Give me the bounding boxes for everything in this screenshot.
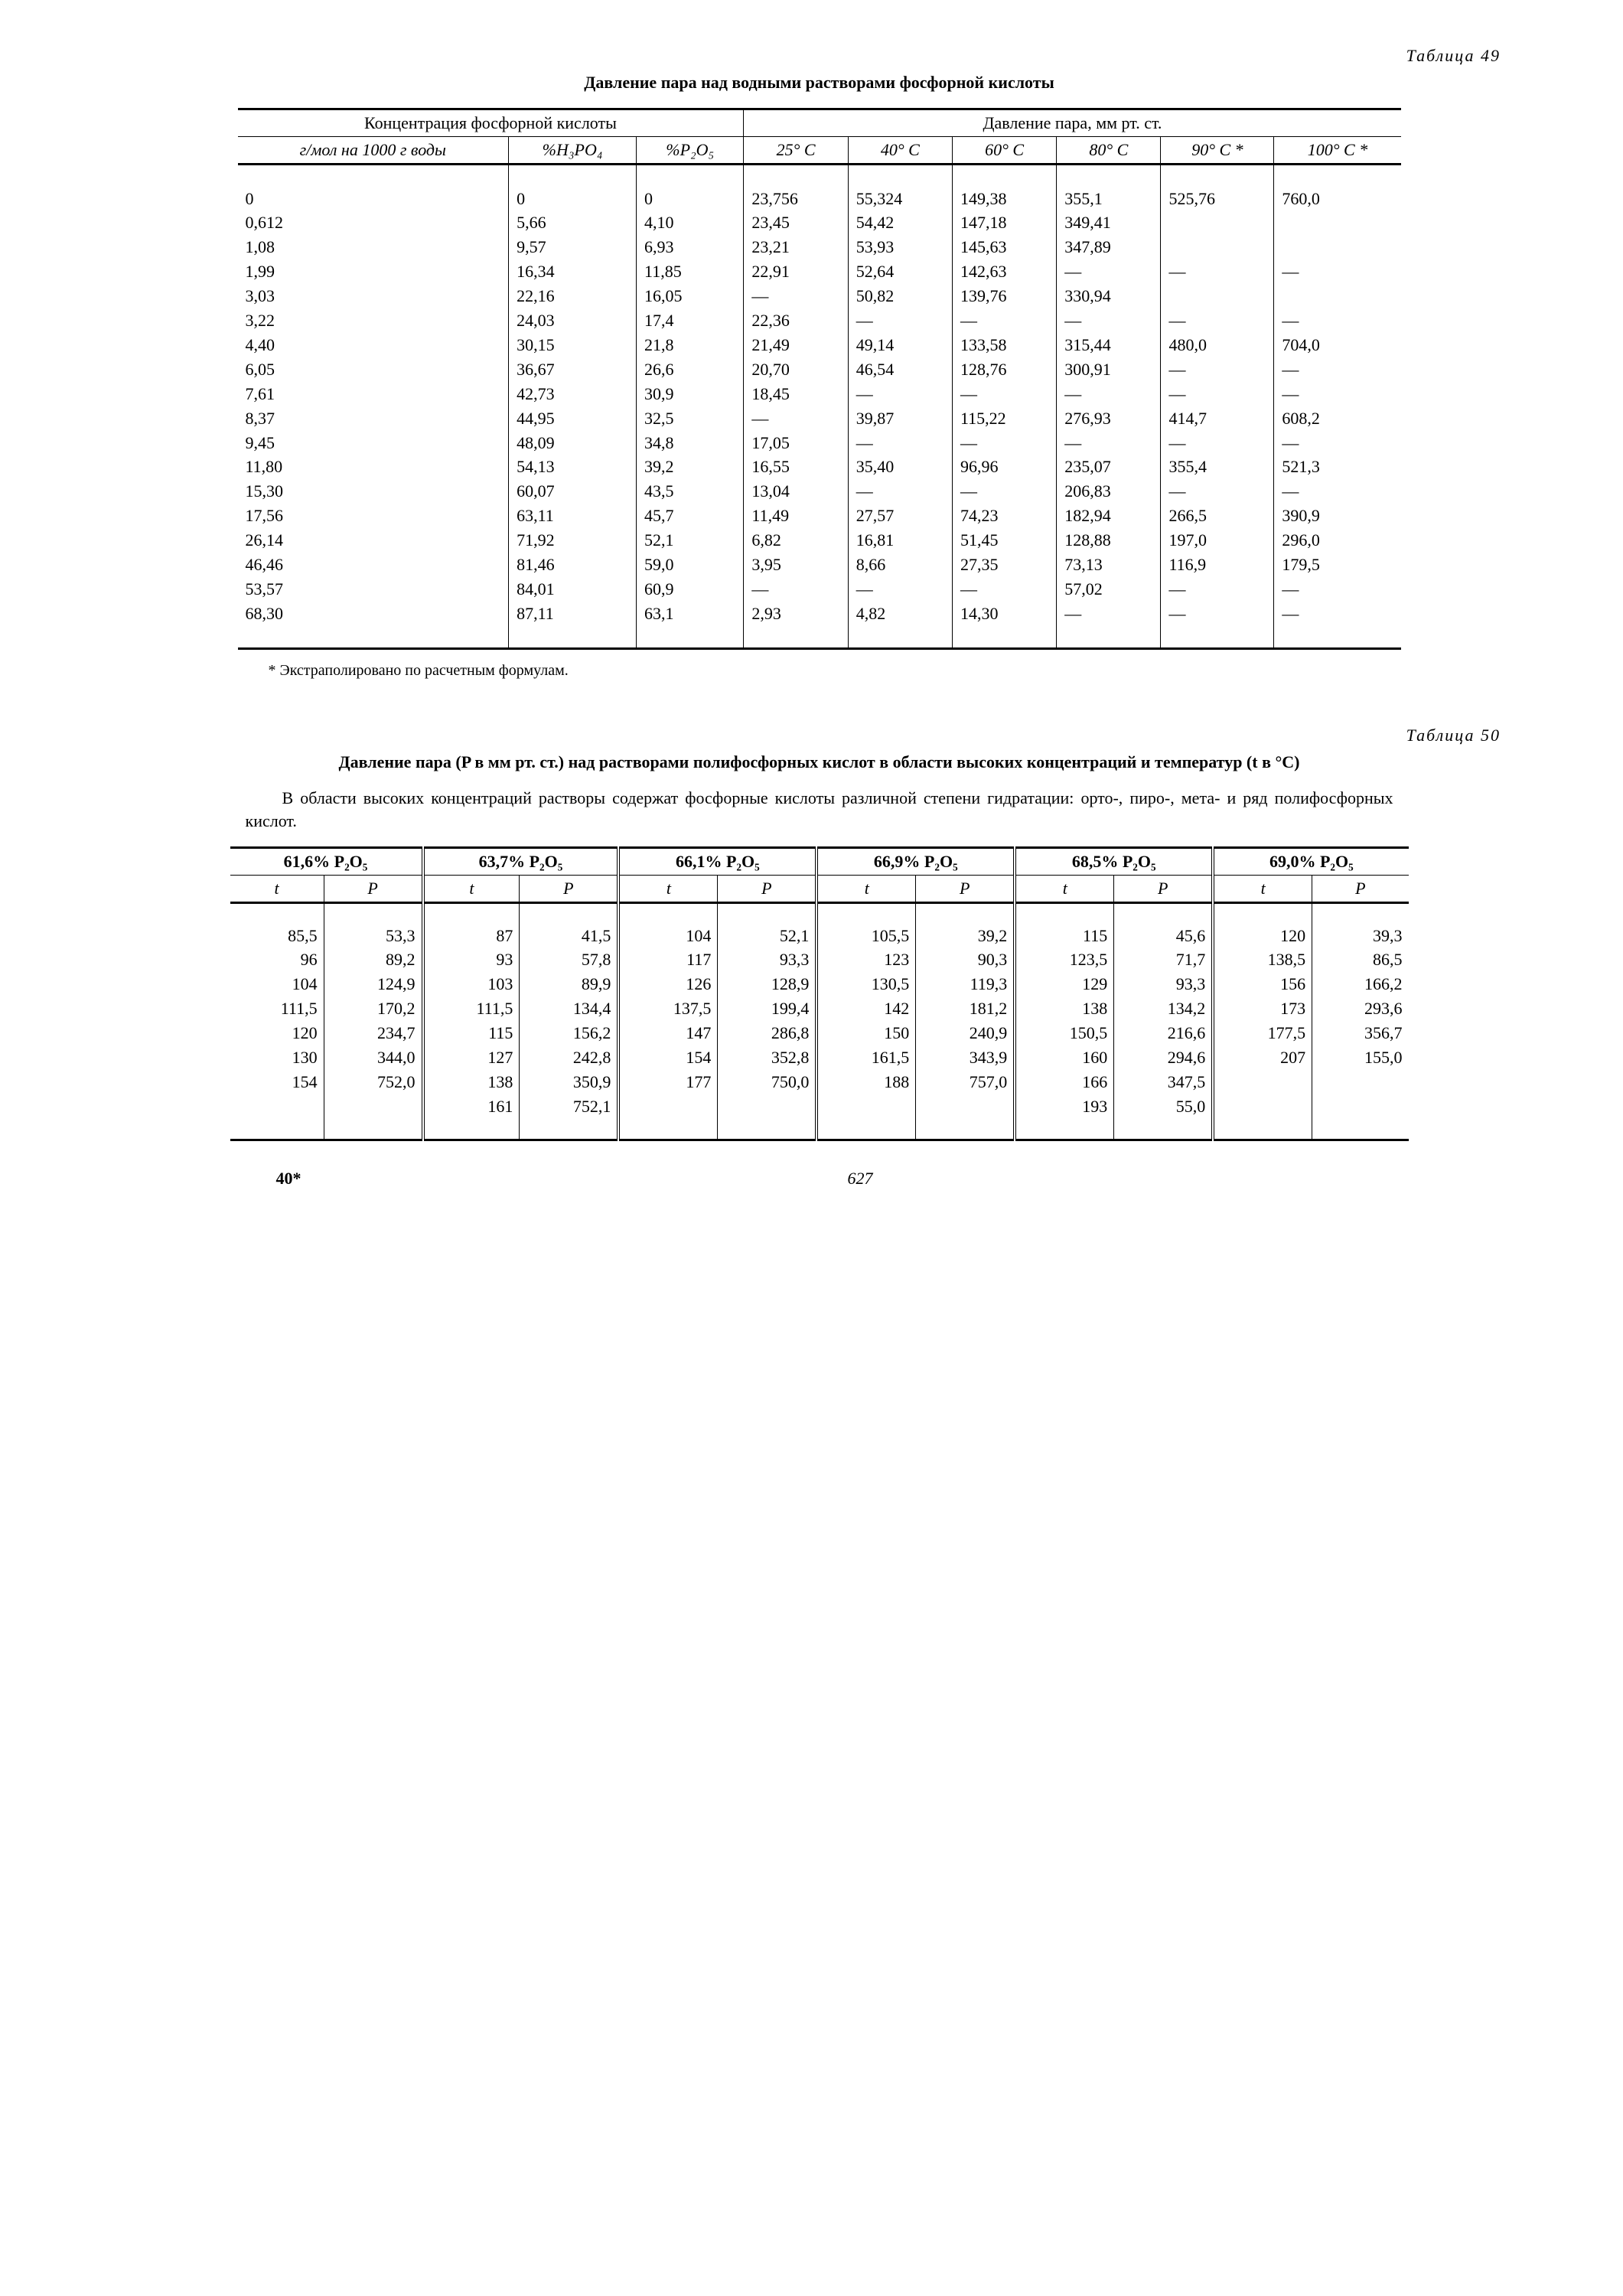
table50-caption: Давление пара (P в мм рт. ст.) над раств… — [284, 752, 1355, 774]
t50-c: 39,2 90,3 119,3 181,2 240,9 343,9 757,0 — [916, 902, 1015, 1140]
t49-c8: 525,76 — — 480,0 — — 414,7 — 355,4 — 266… — [1161, 164, 1274, 648]
t50-sub-t: t — [1015, 875, 1113, 902]
t49-c1: 0 0,612 1,08 1,99 3,03 3,22 4,40 6,05 7,… — [238, 164, 509, 648]
t50-c: 41,5 57,8 89,9 134,4 156,2 242,8 350,9 7… — [520, 902, 618, 1140]
t50-c: 45,6 71,7 93,3 134,2 216,6 294,6 347,5 5… — [1114, 902, 1213, 1140]
t50-c: 39,3 86,5 166,2 293,6 356,7 155,0 — [1312, 902, 1409, 1140]
t49-c5: 55,324 54,42 53,93 52,64 50,82 — 49,14 4… — [848, 164, 952, 648]
table49-caption: Давление пара над водными растворами фос… — [284, 72, 1355, 94]
t50-c: 104 117 126 137,5 147 154 177 — [618, 902, 717, 1140]
t50-sub-P: P — [324, 875, 422, 902]
t49-c4: 23,756 23,45 23,21 22,91 — 22,36 21,49 2… — [744, 164, 848, 648]
table50-intro: В области высоких концентраций растворы … — [246, 787, 1393, 832]
t50-sub-P: P — [520, 875, 618, 902]
t50-sub-t: t — [816, 875, 915, 902]
t50-sub-P: P — [916, 875, 1015, 902]
t50-c: 85,5 96 104 111,5 120 130 154 — [230, 902, 324, 1140]
t49-col6: 60° C — [952, 136, 1056, 164]
t50-sub-P: P — [1114, 875, 1213, 902]
t50-c: 52,1 93,3 128,9 199,4 286,8 352,8 750,0 — [718, 902, 816, 1140]
t50-c: 120 138,5 156 173 177,5 207 — [1213, 902, 1312, 1140]
t49-head-conc: Концентрация фосфорной кислоты — [238, 109, 744, 136]
t49-col5: 40° C — [848, 136, 952, 164]
t49-c7: 355,1 349,41 347,89 — 330,94 — 315,44 30… — [1057, 164, 1161, 648]
t49-c2: 0 5,66 9,57 16,34 22,16 24,03 30,15 36,6… — [509, 164, 637, 648]
t50-c: 53,3 89,2 124,9 170,2 234,7 344,0 752,0 — [324, 902, 422, 1140]
t49-c3: 0 4,10 6,93 11,85 16,05 17,4 21,8 26,6 3… — [637, 164, 744, 648]
t50-g0: 61,6% P₂O₅ — [230, 847, 423, 875]
t49-col1: г/мол на 1000 г воды — [238, 136, 509, 164]
t50-c: 105,5 123 130,5 142 150 161,5 188 — [816, 902, 915, 1140]
t50-sub-P: P — [718, 875, 816, 902]
t50-g4: 68,5% P₂O₅ — [1015, 847, 1213, 875]
t50-g1: 63,7% P₂O₅ — [423, 847, 619, 875]
t50-g2: 66,1% P₂O₅ — [618, 847, 816, 875]
table49: Концентрация фосфорной кислоты Давление … — [238, 108, 1401, 650]
t50-sub-t: t — [618, 875, 717, 902]
t50-sub-P: P — [1312, 875, 1409, 902]
t49-col9: 100° C * — [1274, 136, 1401, 164]
t49-col4: 25° C — [744, 136, 848, 164]
t49-c6: 149,38 147,18 145,63 142,63 139,76 — 133… — [952, 164, 1056, 648]
table49-label: Таблица 49 — [107, 46, 1501, 66]
t50-g3: 66,9% P₂O₅ — [816, 847, 1015, 875]
t50-c: 87 93 103 111,5 115 127 138 161 — [423, 902, 520, 1140]
page-footer: 40* 627 — [230, 1169, 1409, 1189]
t50-sub-t: t — [230, 875, 324, 902]
table50-label: Таблица 50 — [107, 726, 1501, 745]
page-number: 627 — [848, 1169, 1409, 1189]
t50-sub-t: t — [423, 875, 520, 902]
sheet-signature: 40* — [230, 1169, 301, 1189]
t49-col7: 80° C — [1057, 136, 1161, 164]
t49-c9: 760,0 — — 704,0 — — 608,2 — 521,3 — 390,… — [1274, 164, 1401, 648]
table49-footnote: * Экстраполировано по расчетным формулам… — [238, 662, 1401, 680]
t50-sub-t: t — [1213, 875, 1312, 902]
t49-head-press: Давление пара, мм рт. ст. — [744, 109, 1401, 136]
table50: 61,6% P₂O₅ 63,7% P₂O₅ 66,1% P₂O₅ 66,9% P… — [230, 846, 1409, 1141]
table-row: 0 0,612 1,08 1,99 3,03 3,22 4,40 6,05 7,… — [238, 164, 1401, 648]
t49-col8: 90° C * — [1161, 136, 1274, 164]
t50-g5: 69,0% P₂O₅ — [1213, 847, 1408, 875]
t49-col3: %P₂O₅ — [637, 136, 744, 164]
t49-col2: %H₃PO₄ — [509, 136, 637, 164]
t50-c: 115 123,5 129 138 150,5 160 166 193 — [1015, 902, 1113, 1140]
table-row: 85,5 96 104 111,5 120 130 154 53,3 89,2 … — [230, 902, 1409, 1140]
